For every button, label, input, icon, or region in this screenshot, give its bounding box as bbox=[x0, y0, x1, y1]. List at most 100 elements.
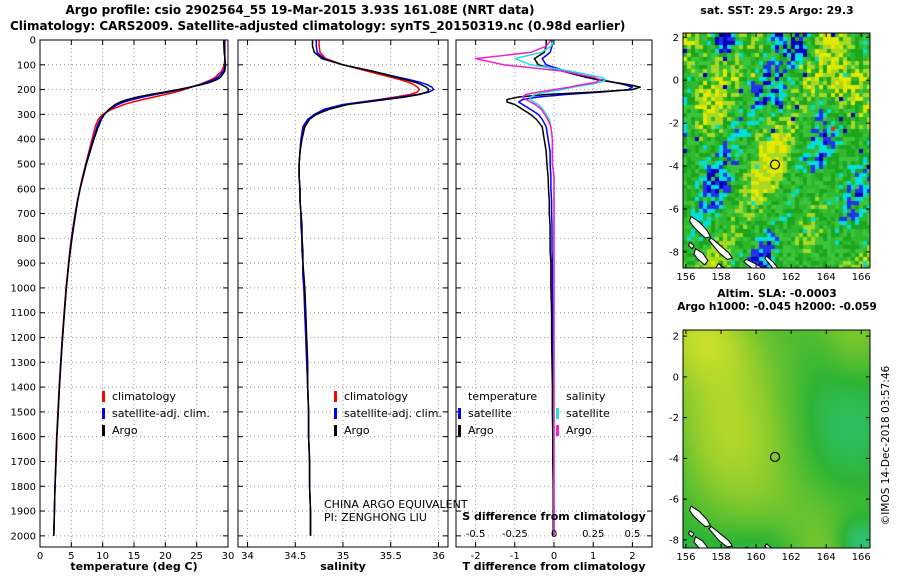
tick-label: 0.5 bbox=[624, 529, 640, 540]
tick-label: 162 bbox=[782, 272, 801, 283]
legend-item: climatology bbox=[102, 388, 210, 405]
tick-label: 15 bbox=[128, 551, 141, 562]
tick-label: 2 bbox=[673, 332, 679, 343]
tick-label: -2 bbox=[669, 413, 679, 424]
tick-label: 166 bbox=[852, 272, 871, 283]
legend-label: temperature bbox=[468, 390, 538, 403]
legend-marker bbox=[102, 408, 105, 419]
legend-item: satellite bbox=[556, 405, 610, 422]
tick-label: 400 bbox=[17, 135, 36, 146]
temp-panel: 0 5 10 15 20 25 300100200300400500600700800900… bbox=[11, 36, 235, 563]
tick-label: -4 bbox=[669, 454, 679, 465]
tick-label: 1900 bbox=[11, 507, 36, 518]
legend-header: salinity bbox=[566, 388, 610, 405]
legend-marker bbox=[556, 408, 559, 419]
tick-label: 0 bbox=[551, 551, 557, 562]
tick-label: 1100 bbox=[11, 308, 36, 319]
tick-label: 20 bbox=[159, 551, 172, 562]
tick-label: 900 bbox=[17, 259, 36, 270]
legend-item: satellite-adj. clim. bbox=[334, 405, 442, 422]
tick-label: 35.5 bbox=[380, 551, 402, 562]
china-argo-line1: CHINA ARGO EQUIVALENT bbox=[324, 498, 468, 511]
tick-label: 100 bbox=[17, 60, 36, 71]
argo-position-marker bbox=[769, 451, 781, 463]
tick-label: 500 bbox=[17, 159, 36, 170]
sla-heatmap-canvas bbox=[683, 330, 870, 548]
tick-label: 1800 bbox=[11, 482, 36, 493]
tick-label: 600 bbox=[17, 184, 36, 195]
sst-map-axes: 156 158 160 162 164 166 2 0 -2 -4 -6 -8 bbox=[669, 32, 871, 283]
tick-label: 0.25 bbox=[582, 529, 604, 540]
temperature-xlabel: temperature (deg C) bbox=[70, 560, 198, 573]
tick-label: 1700 bbox=[11, 457, 36, 468]
island-coastline bbox=[688, 505, 712, 528]
salinity-xlabel: salinity bbox=[320, 560, 366, 573]
legend-label: Argo bbox=[566, 424, 592, 437]
argo-position-marker bbox=[769, 159, 781, 170]
tick-label: 10 bbox=[96, 551, 109, 562]
tick-label: -0.5 bbox=[466, 529, 486, 540]
island-coastline bbox=[743, 258, 764, 268]
legend-marker bbox=[334, 408, 337, 419]
series-argo bbox=[298, 40, 430, 536]
legend-label: Argo bbox=[468, 424, 494, 437]
island-coastline bbox=[693, 247, 709, 266]
tick-label: 1000 bbox=[11, 283, 36, 294]
tick-label: 1500 bbox=[11, 407, 36, 418]
island-coastline bbox=[688, 241, 695, 250]
tick-label: 0 bbox=[551, 529, 557, 540]
china-argo-line2: PI: ZENGHONG LIU bbox=[324, 511, 427, 524]
china-argo-annotation: CHINA ARGO EQUIVALENT PI: ZENGHONG LIU bbox=[324, 498, 468, 524]
legend-marker bbox=[334, 391, 337, 402]
tick-label: 800 bbox=[17, 234, 36, 245]
legend-label: climatology bbox=[112, 390, 176, 403]
tick-label: 156 bbox=[676, 552, 695, 563]
tick-label: 2 bbox=[673, 33, 679, 44]
legend-label: satellite-adj. clim. bbox=[344, 407, 442, 420]
tick-label: -8 bbox=[669, 247, 679, 258]
tick-label: -8 bbox=[669, 535, 679, 546]
tick-label: 164 bbox=[817, 552, 836, 563]
legend-marker bbox=[556, 425, 559, 436]
tick-label: 1 bbox=[590, 551, 596, 562]
tick-label: 0 bbox=[673, 76, 679, 87]
legend-marker bbox=[334, 425, 337, 436]
tick-label: 30 bbox=[222, 551, 235, 562]
legend-marker bbox=[458, 408, 461, 419]
legend-marker bbox=[102, 391, 105, 402]
legend-item: satellite bbox=[458, 405, 537, 422]
series-climatology bbox=[53, 40, 226, 536]
tick-label: 0 bbox=[37, 551, 43, 562]
figure-subtitle: Climatology: CARS2009. Satellite-adjuste… bbox=[10, 19, 626, 33]
tick-label: 164 bbox=[817, 272, 836, 283]
temperature-legend: climatology satellite-adj. clim. Argo bbox=[102, 388, 210, 439]
tick-label: 156 bbox=[676, 272, 695, 283]
imos-watermark: ©IMOS 14-Dec-2018 03:57:46 bbox=[880, 365, 892, 526]
legend-item: Argo bbox=[556, 422, 610, 439]
tick-label: -4 bbox=[669, 162, 679, 173]
island-coastline bbox=[764, 255, 779, 268]
tick-label: 2000 bbox=[11, 531, 36, 542]
tick-label: -6 bbox=[669, 204, 679, 215]
tick-label: -1 bbox=[510, 551, 520, 562]
tick-label: -2 bbox=[669, 119, 679, 130]
sst-heatmap-canvas bbox=[683, 33, 870, 268]
legend-label: Argo bbox=[344, 424, 370, 437]
tick-label: 36 bbox=[432, 551, 445, 562]
tick-label: 5 bbox=[68, 551, 74, 562]
island-coastline bbox=[715, 262, 726, 268]
island-coastline bbox=[708, 237, 734, 260]
legend-label: satellite-adj. clim. bbox=[112, 407, 210, 420]
tick-label: 34.5 bbox=[284, 551, 306, 562]
tick-label: 158 bbox=[711, 272, 730, 283]
legend-label: satellite bbox=[566, 407, 610, 420]
tick-label: 200 bbox=[17, 85, 36, 96]
tick-label: -0.25 bbox=[502, 529, 528, 540]
tick-label: 1300 bbox=[11, 358, 36, 369]
tick-label: 35 bbox=[337, 551, 350, 562]
series-satellite-adj-clim- bbox=[53, 40, 226, 536]
figure-title: Argo profile: csio 2902564_55 19-Mar-201… bbox=[65, 3, 535, 17]
sdiff-legend: salinity satellite Argo bbox=[556, 388, 610, 439]
